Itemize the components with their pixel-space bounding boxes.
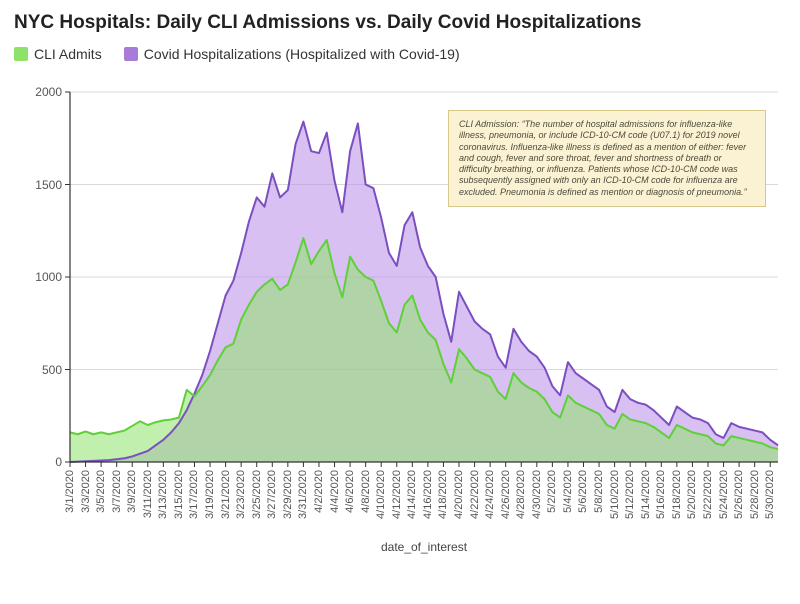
- x-tick-label: 4/30/2020: [531, 470, 543, 519]
- x-tick-label: 4/14/2020: [406, 470, 418, 519]
- x-tick-label: 5/10/2020: [609, 470, 621, 519]
- x-tick-label: 3/5/2020: [95, 470, 107, 513]
- x-tick-label: 5/22/2020: [702, 470, 714, 519]
- x-tick-label: 3/1/2020: [64, 470, 76, 513]
- legend-label-covid: Covid Hospitalizations (Hospitalized wit…: [144, 46, 460, 62]
- legend-item-cli: CLI Admits: [14, 46, 102, 62]
- legend-swatch-cli: [14, 47, 28, 61]
- x-tick-label: 5/12/2020: [624, 470, 636, 519]
- y-tick-label: 2000: [12, 85, 62, 99]
- x-tick-label: 4/28/2020: [515, 470, 527, 519]
- x-tick-label: 4/22/2020: [469, 470, 481, 519]
- x-tick-label: 5/28/2020: [749, 470, 761, 519]
- x-tick-label: 5/24/2020: [718, 470, 730, 519]
- legend-swatch-covid: [124, 47, 138, 61]
- x-tick-label: 4/24/2020: [484, 470, 496, 519]
- x-tick-label: 5/2/2020: [546, 470, 558, 513]
- x-tick-label: 3/25/2020: [251, 470, 263, 519]
- y-tick-label: 0: [12, 455, 62, 469]
- x-tick-label: 5/8/2020: [593, 470, 605, 513]
- x-tick-label: 3/23/2020: [235, 470, 247, 519]
- legend-item-covid: Covid Hospitalizations (Hospitalized wit…: [124, 46, 460, 62]
- x-tick-label: 5/14/2020: [640, 470, 652, 519]
- x-tick-label: 5/30/2020: [764, 470, 776, 519]
- x-tick-label: 4/26/2020: [500, 470, 512, 519]
- x-tick-label: 4/20/2020: [453, 470, 465, 519]
- x-tick-label: 4/8/2020: [360, 470, 372, 513]
- x-tick-label: 5/16/2020: [655, 470, 667, 519]
- x-tick-label: 4/4/2020: [329, 470, 341, 513]
- x-tick-label: 3/17/2020: [188, 470, 200, 519]
- chart-container: NYC Hospitals: Daily CLI Admissions vs. …: [0, 0, 800, 604]
- y-tick-label: 1000: [12, 270, 62, 284]
- x-tick-label: 3/9/2020: [126, 470, 138, 513]
- x-tick-label: 4/12/2020: [391, 470, 403, 519]
- x-tick-label: 3/13/2020: [157, 470, 169, 519]
- x-tick-label: 5/4/2020: [562, 470, 574, 513]
- legend: CLI Admits Covid Hospitalizations (Hospi…: [14, 46, 460, 62]
- x-tick-label: 5/20/2020: [686, 470, 698, 519]
- note-box: CLI Admission: “The number of hospital a…: [448, 110, 766, 207]
- y-tick-label: 500: [12, 363, 62, 377]
- x-tick-label: 3/19/2020: [204, 470, 216, 519]
- x-tick-label: 3/11/2020: [142, 470, 154, 518]
- x-tick-label: 3/15/2020: [173, 470, 185, 519]
- x-tick-label: 4/16/2020: [422, 470, 434, 519]
- x-tick-label: 5/6/2020: [577, 470, 589, 513]
- x-tick-label: 3/21/2020: [220, 470, 232, 519]
- x-tick-label: 4/6/2020: [344, 470, 356, 513]
- y-tick-label: 1500: [12, 178, 62, 192]
- x-tick-label: 5/26/2020: [733, 470, 745, 519]
- x-tick-label: 3/3/2020: [80, 470, 92, 513]
- legend-label-cli: CLI Admits: [34, 46, 102, 62]
- x-tick-label: 5/18/2020: [671, 470, 683, 519]
- x-tick-label: 4/18/2020: [437, 470, 449, 519]
- x-tick-label: 3/29/2020: [282, 470, 294, 519]
- x-tick-label: 4/10/2020: [375, 470, 387, 519]
- chart-title: NYC Hospitals: Daily CLI Admissions vs. …: [14, 12, 641, 34]
- x-tick-label: 3/27/2020: [266, 470, 278, 519]
- x-tick-label: 3/31/2020: [297, 470, 309, 519]
- x-tick-label: 3/7/2020: [111, 470, 123, 513]
- x-axis-title: date_of_interest: [70, 540, 778, 554]
- x-tick-label: 4/2/2020: [313, 470, 325, 513]
